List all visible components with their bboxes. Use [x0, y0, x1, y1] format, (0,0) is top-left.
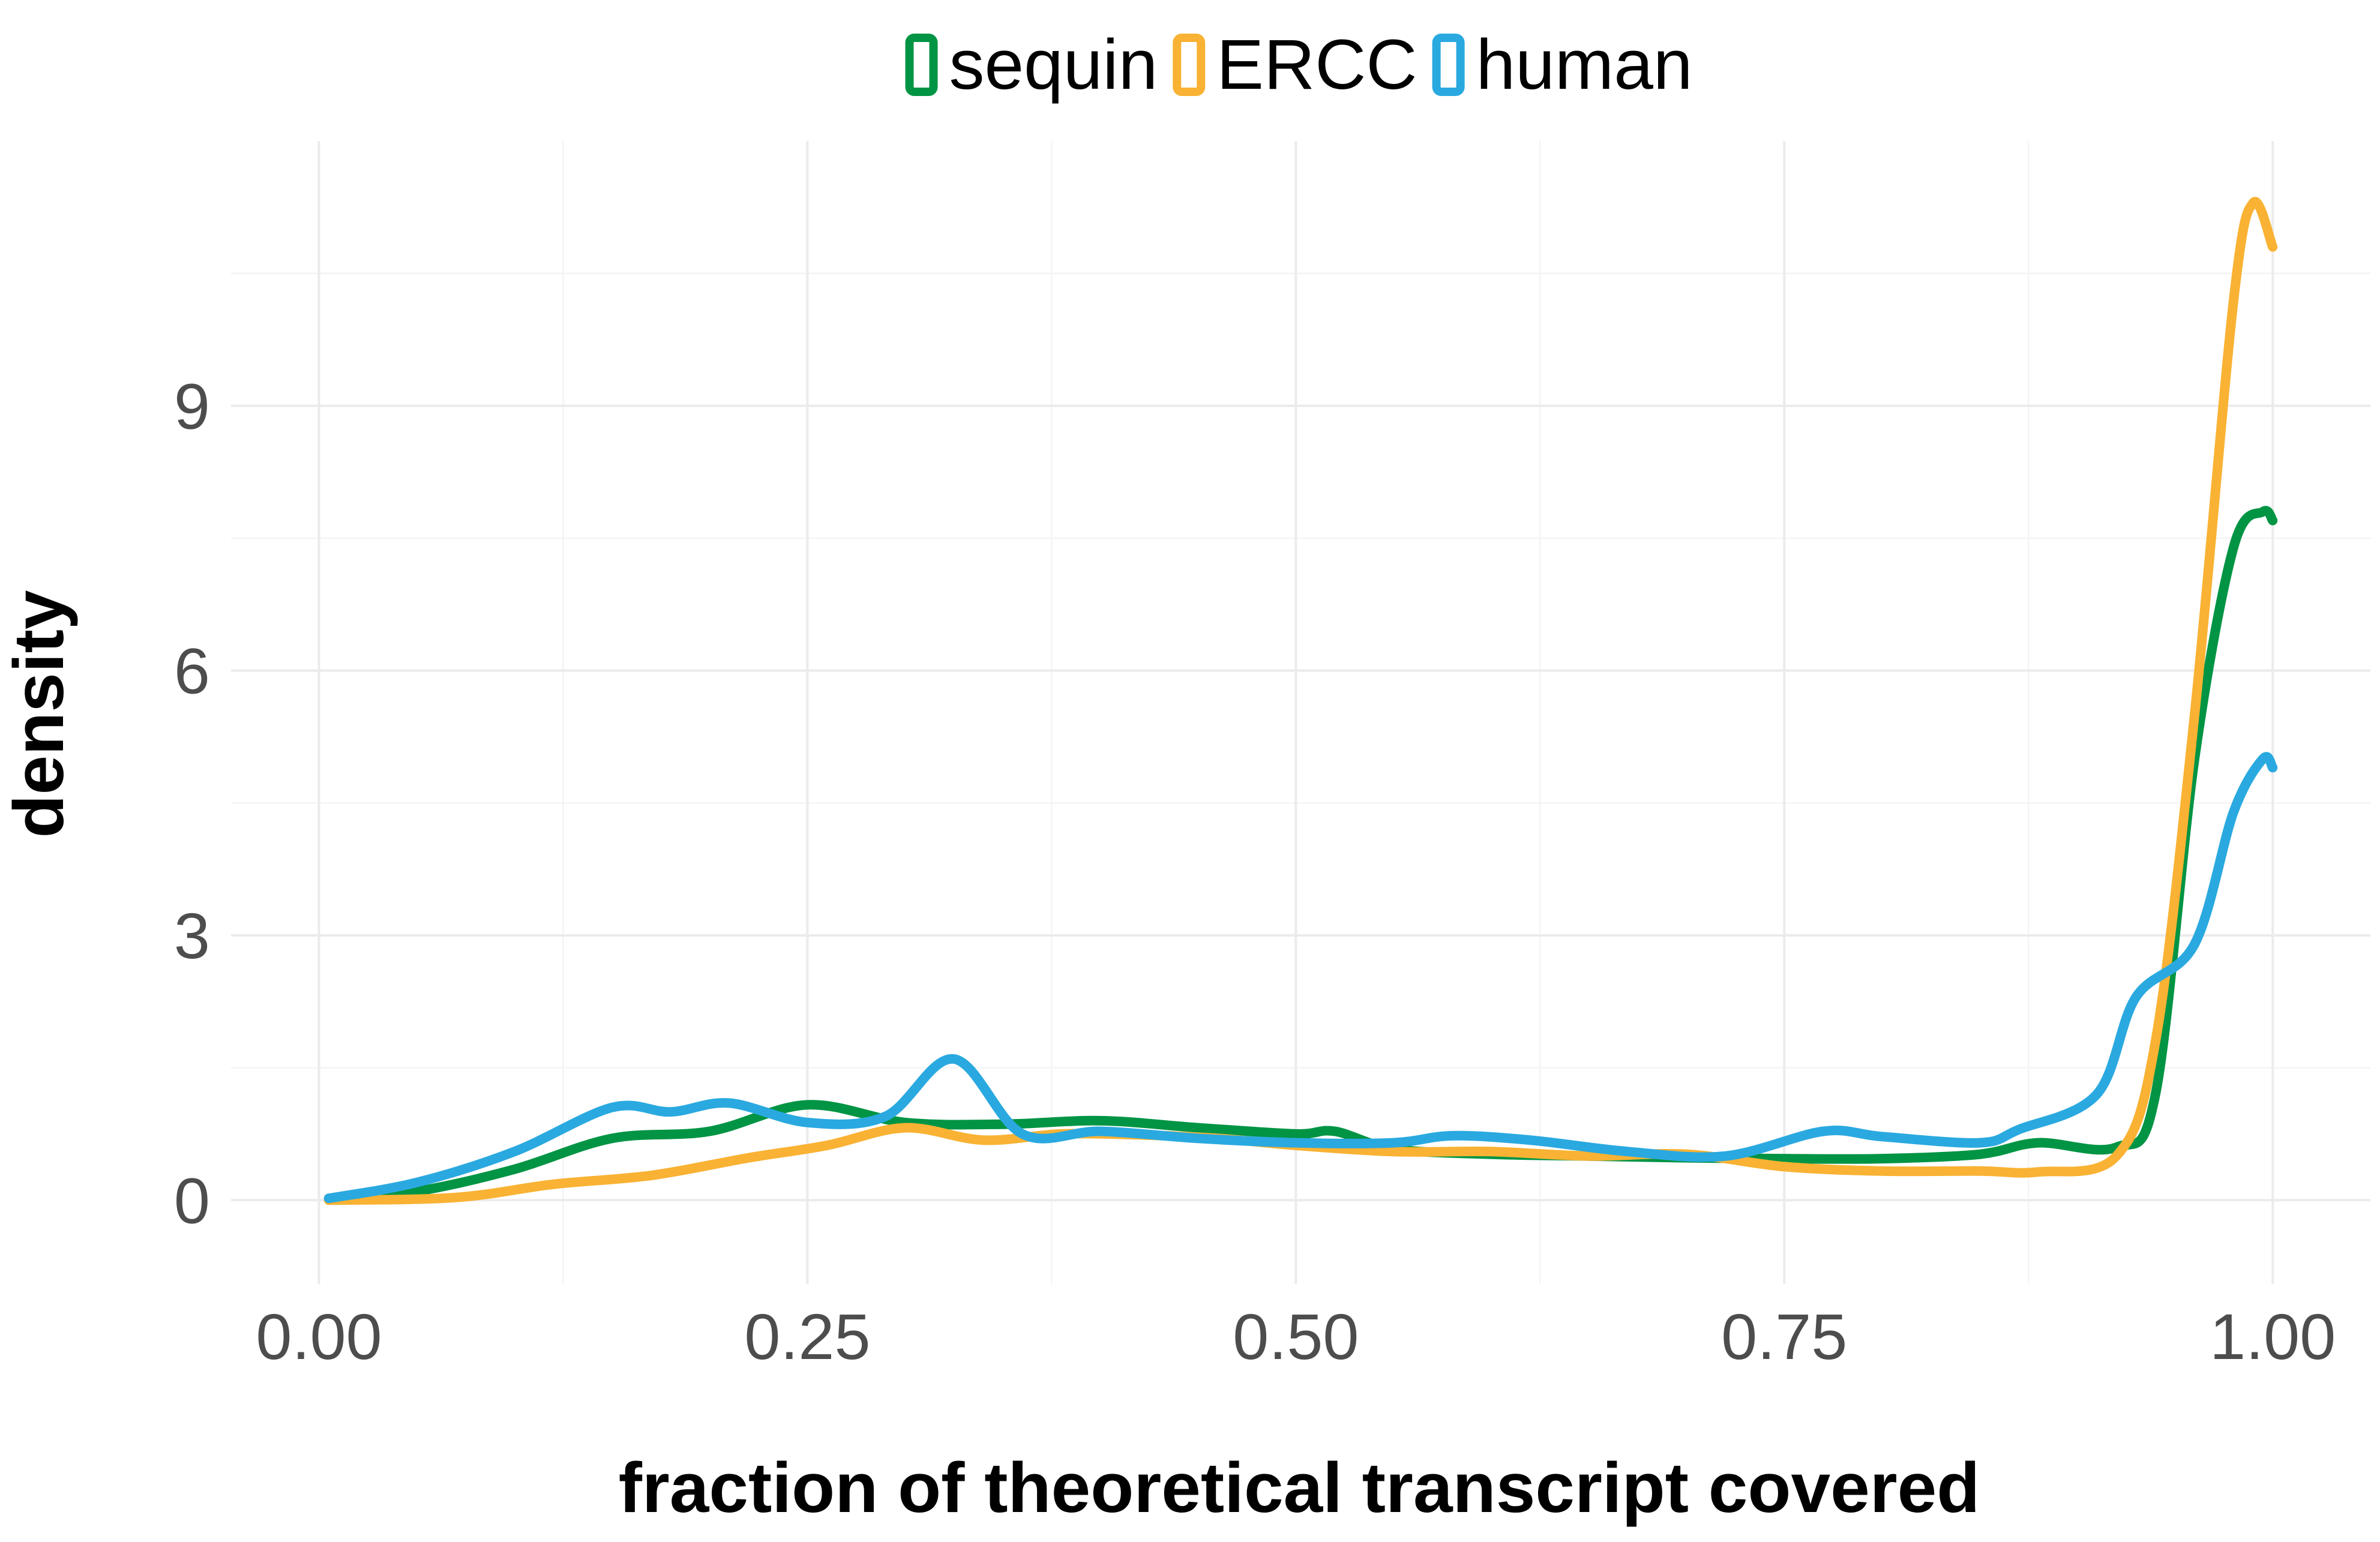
axis-layer: 0.00 0.25 0.50 0.75 1.00 0 3 6 9	[174, 370, 2336, 1373]
y-tick-label: 9	[174, 370, 210, 442]
legend-item-ercc: ERCC	[1173, 25, 1417, 104]
y-tick-label: 0	[174, 1164, 210, 1237]
legend-item-sequin: sequin	[905, 25, 1158, 104]
x-tick-label: 0.00	[256, 1300, 382, 1373]
y-tick-label: 3	[174, 899, 210, 972]
y-tick-label: 6	[174, 635, 210, 707]
legend-key-human	[1432, 34, 1465, 96]
legend-label-sequin: sequin	[949, 25, 1158, 104]
legend-label-human: human	[1476, 25, 1693, 104]
legend-label-ercc: ERCC	[1216, 25, 1417, 104]
x-tick-label: 0.75	[1721, 1300, 1847, 1373]
x-axis-title: fraction of theoretical transcript cover…	[619, 1448, 1980, 1528]
series-line-ercc	[323, 197, 2278, 1205]
legend: sequin ERCC human	[905, 25, 1693, 104]
series-line-human	[323, 752, 2278, 1204]
legend-key-ercc	[1173, 34, 1206, 96]
x-tick-label: 1.00	[2210, 1300, 2336, 1373]
legend-key-sequin	[905, 34, 938, 96]
x-tick-label: 0.25	[744, 1300, 870, 1373]
legend-item-human: human	[1432, 25, 1693, 104]
x-tick-label: 0.50	[1233, 1300, 1359, 1373]
series-line-sequin	[323, 506, 2278, 1204]
series-layer	[323, 197, 2278, 1205]
grid-layer	[231, 141, 2370, 1284]
y-axis-title: density	[0, 590, 79, 838]
